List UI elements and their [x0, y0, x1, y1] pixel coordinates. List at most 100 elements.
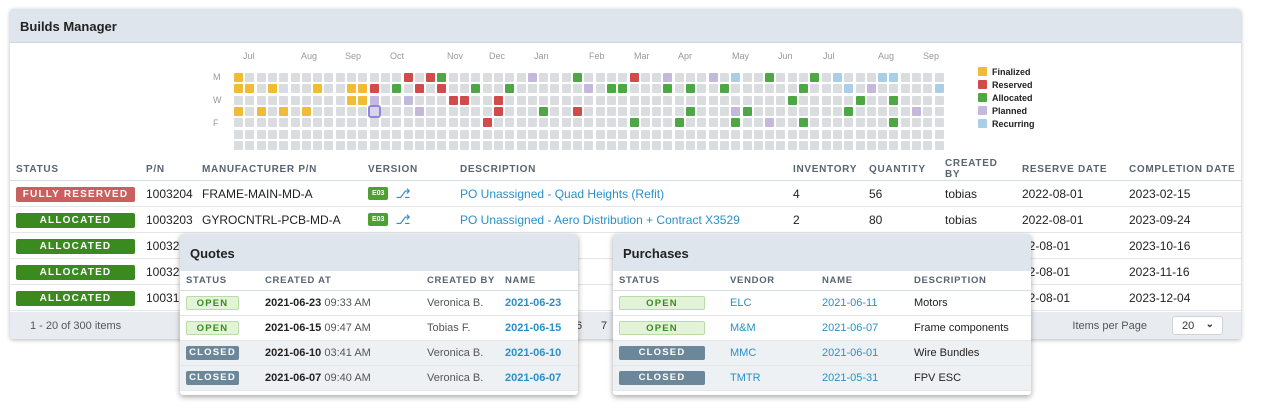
heatmap-cell[interactable]	[889, 73, 899, 82]
heatmap-cell[interactable]	[900, 73, 910, 82]
heatmap-cell[interactable]	[392, 140, 402, 150]
heatmap-cell[interactable]	[335, 140, 345, 150]
heatmap-cell[interactable]	[889, 95, 899, 105]
heatmap-cell[interactable]	[448, 140, 458, 150]
heatmap-cell[interactable]	[776, 84, 786, 94]
heatmap-cell[interactable]	[516, 84, 526, 94]
heatmap-cell[interactable]	[290, 84, 300, 94]
heatmap-cell[interactable]	[652, 73, 662, 82]
heatmap-cell[interactable]	[392, 106, 402, 116]
heatmap-cell[interactable]	[290, 95, 300, 105]
heatmap-cell[interactable]	[550, 129, 560, 139]
heatmap-cell[interactable]	[550, 95, 560, 105]
heatmap-cell[interactable]	[787, 84, 797, 94]
heatmap-cell[interactable]	[889, 140, 899, 150]
heatmap-cell[interactable]	[719, 95, 729, 105]
heatmap-cell[interactable]	[652, 118, 662, 128]
heatmap-cell[interactable]	[821, 106, 831, 116]
heatmap-cell[interactable]	[776, 129, 786, 139]
heatmap-cell[interactable]	[878, 118, 888, 128]
heatmap-cell[interactable]	[606, 118, 616, 128]
heatmap-cell[interactable]	[256, 73, 266, 82]
heatmap-cell[interactable]	[527, 84, 537, 94]
heatmap-cell[interactable]	[279, 118, 289, 128]
heatmap-cell[interactable]	[392, 73, 402, 82]
heatmap-cell[interactable]	[347, 84, 356, 94]
heatmap-cell[interactable]	[832, 95, 842, 105]
heatmap-cell[interactable]	[606, 106, 616, 116]
heatmap-cell[interactable]	[290, 129, 300, 139]
heatmap-cell[interactable]	[471, 129, 481, 139]
heatmap-cell[interactable]	[358, 73, 368, 82]
heatmap-cell[interactable]	[663, 73, 673, 82]
heatmap-cell[interactable]	[855, 84, 865, 94]
heatmap-cell[interactable]	[561, 118, 571, 128]
heatmap-cell[interactable]	[234, 129, 243, 139]
heatmap-cell[interactable]	[787, 95, 797, 105]
heatmap-cell[interactable]	[324, 95, 334, 105]
heatmap-cell[interactable]	[900, 95, 910, 105]
heatmap-cell[interactable]	[753, 106, 763, 116]
heatmap-cell[interactable]	[584, 84, 594, 94]
heatmap-cell[interactable]	[493, 95, 503, 105]
heatmap-cell[interactable]	[505, 95, 515, 105]
heatmap-cell[interactable]	[380, 95, 390, 105]
heatmap-cell[interactable]	[674, 73, 684, 82]
heatmap-cell[interactable]	[799, 73, 808, 82]
heatmap-cell[interactable]	[561, 84, 571, 94]
heatmap-cell[interactable]	[640, 129, 650, 139]
purchase-vendor-link[interactable]: M&M	[724, 315, 816, 341]
heatmap-cell[interactable]	[482, 95, 492, 105]
heatmap-cell[interactable]	[629, 73, 639, 82]
heatmap-cell[interactable]	[618, 140, 628, 150]
purchase-name-link[interactable]: 2021-06-11	[816, 290, 908, 316]
heatmap-cell[interactable]	[821, 84, 831, 94]
heatmap-cell[interactable]	[742, 129, 752, 139]
heatmap-cell[interactable]	[923, 118, 933, 128]
heatmap-cell[interactable]	[290, 106, 300, 116]
heatmap-cell[interactable]	[267, 140, 277, 150]
heatmap-cell[interactable]	[595, 106, 605, 116]
heatmap-cell[interactable]	[256, 140, 266, 150]
heatmap-cell[interactable]	[493, 73, 503, 82]
heatmap-cell[interactable]	[347, 95, 356, 105]
heatmap-cell[interactable]	[358, 106, 368, 116]
heatmap-cell[interactable]	[618, 129, 628, 139]
heatmap-cell[interactable]	[313, 118, 323, 128]
table-row[interactable]: ALLOCATED 1003203 GYROCNTRL-PCB-MD-A E03 ⎇ PO…	[10, 206, 1241, 233]
heatmap-cell[interactable]	[358, 95, 368, 105]
heatmap-cell[interactable]	[584, 129, 594, 139]
heatmap-cell[interactable]	[663, 95, 673, 105]
purchase-name-link[interactable]: 2021-06-07	[816, 315, 908, 341]
heatmap-cell[interactable]	[629, 118, 639, 128]
heatmap-cell[interactable]	[403, 73, 413, 82]
heatmap-cell[interactable]	[753, 140, 763, 150]
heatmap-cell[interactable]	[573, 84, 582, 94]
heatmap-cell[interactable]	[765, 118, 775, 128]
heatmap-cell[interactable]	[471, 95, 481, 105]
heatmap-cell[interactable]	[414, 118, 424, 128]
heatmap-cell[interactable]	[460, 129, 469, 139]
heatmap-cell[interactable]	[663, 84, 673, 94]
heatmap-cell[interactable]	[674, 95, 684, 105]
purchase-vendor-link[interactable]: TMTR	[724, 365, 816, 391]
heatmap-cell[interactable]	[347, 118, 356, 128]
col-manufacturer-pn[interactable]: MANUFACTURER P/N	[196, 158, 362, 181]
heatmap-cell[interactable]	[437, 129, 447, 139]
heatmap-cell[interactable]	[584, 106, 594, 116]
heatmap-cell[interactable]	[708, 118, 718, 128]
heatmap-cell[interactable]	[640, 106, 650, 116]
heatmap-cell[interactable]	[923, 73, 933, 82]
heatmap-cell[interactable]	[392, 118, 402, 128]
heatmap-cell[interactable]	[618, 95, 628, 105]
heatmap-cell[interactable]	[708, 140, 718, 150]
heatmap-cell[interactable]	[493, 118, 503, 128]
heatmap-cell[interactable]	[573, 95, 582, 105]
heatmap-cell[interactable]	[414, 95, 424, 105]
purchase-vendor-link[interactable]: MMC	[724, 340, 816, 366]
heatmap-cell[interactable]	[279, 129, 289, 139]
heatmap-cell[interactable]	[584, 73, 594, 82]
heatmap-cell[interactable]	[708, 106, 718, 116]
heatmap-cell[interactable]	[516, 95, 526, 105]
heatmap-cell[interactable]	[460, 84, 469, 94]
